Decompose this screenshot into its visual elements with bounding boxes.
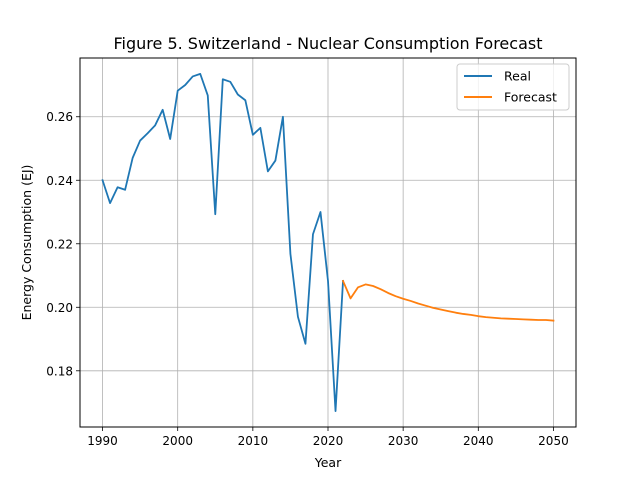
x-tick-label: 2030 bbox=[388, 434, 419, 448]
x-tick-label: 2040 bbox=[463, 434, 494, 448]
y-tick-label: 0.18 bbox=[46, 364, 73, 378]
series-line-forecast bbox=[341, 279, 555, 322]
series-lines bbox=[101, 72, 555, 413]
x-tick-label: 2010 bbox=[238, 434, 269, 448]
series-line-real bbox=[101, 72, 344, 413]
x-axis-label: Year bbox=[314, 455, 342, 470]
chart-title: Figure 5. Switzerland - Nuclear Consumpt… bbox=[114, 34, 543, 53]
x-tick-label: 2000 bbox=[162, 434, 193, 448]
y-tick-label: 0.20 bbox=[46, 301, 73, 315]
y-tick-label: 0.24 bbox=[46, 174, 73, 188]
x-tick-label: 2020 bbox=[313, 434, 344, 448]
grid-lines bbox=[80, 58, 576, 427]
legend-label-forecast: Forecast bbox=[504, 90, 557, 105]
y-tick-label: 0.22 bbox=[46, 237, 73, 251]
y-tick-label: 0.26 bbox=[46, 110, 73, 124]
y-axis-label: Energy Consumption (EJ) bbox=[19, 165, 34, 321]
legend-label-real: Real bbox=[504, 69, 531, 84]
x-tick-label: 2050 bbox=[538, 434, 569, 448]
x-tick-label: 1990 bbox=[87, 434, 118, 448]
legend: Real Forecast bbox=[456, 63, 570, 111]
axis-ticks: 1990 2000 2010 2020 2030 2040 2050 0.18 0.20 0.22… bbox=[46, 110, 568, 448]
